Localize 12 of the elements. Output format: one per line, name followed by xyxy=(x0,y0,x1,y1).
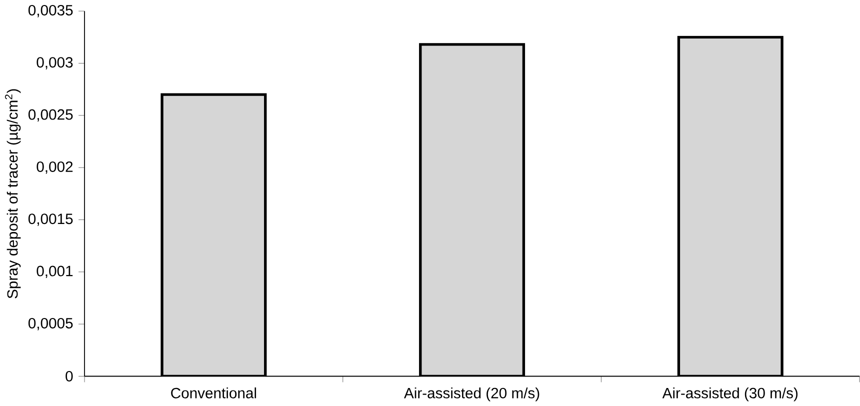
x-tick-label: Conventional xyxy=(171,387,256,398)
x-tick-label: Air-assisted (20 m/s) xyxy=(404,387,540,402)
y-tick-label: 0,0025 xyxy=(28,109,73,122)
x-tick-label: Air-assisted (30 m/s) xyxy=(662,387,798,402)
y-tick-label: 0,001 xyxy=(36,266,73,278)
y-tick-label: 0,002 xyxy=(36,161,73,174)
y-tick-label: 0,003 xyxy=(36,57,73,70)
y-tick-label: 0 xyxy=(66,370,73,382)
y-tick-label: 0,0005 xyxy=(28,318,73,330)
y-tick-label: 0,0035 xyxy=(28,4,73,18)
y-axis-title: Spray deposit of tracer (µg/cm$^{2}$) xyxy=(4,89,21,298)
y-tick-label: 0,0015 xyxy=(28,214,73,226)
